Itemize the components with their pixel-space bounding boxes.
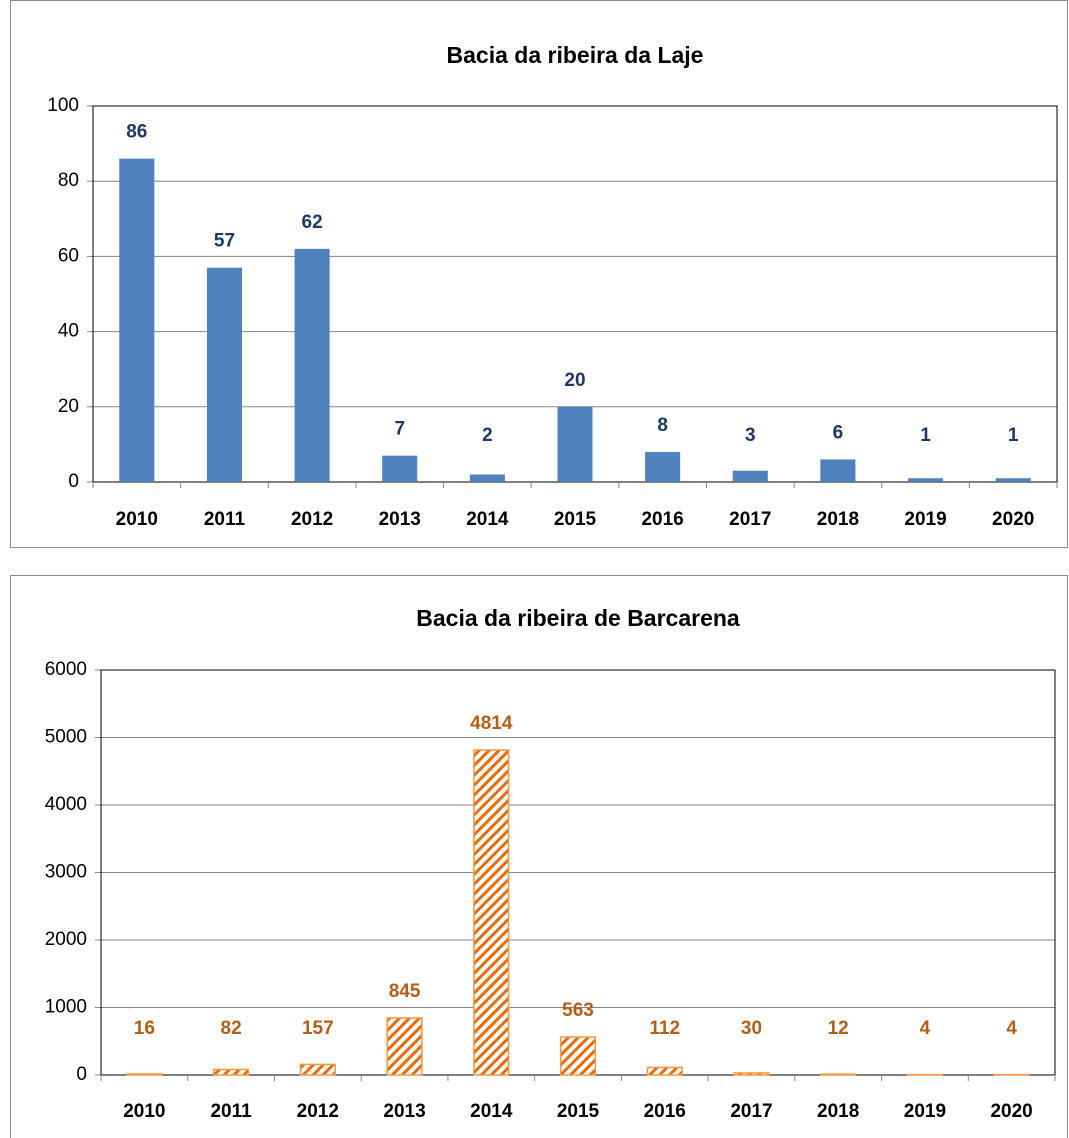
x-tick-label: 2011 xyxy=(210,1101,252,1122)
y-tick-label: 6000 xyxy=(45,659,87,680)
data-label: 12 xyxy=(828,1018,849,1039)
data-label: 6 xyxy=(833,422,844,443)
data-label: 2 xyxy=(482,425,493,446)
bar xyxy=(119,158,155,482)
data-label: 82 xyxy=(221,1018,242,1039)
x-tick-label: 2015 xyxy=(554,509,597,530)
y-tick-label: 1000 xyxy=(45,997,87,1018)
y-tick-label: 40 xyxy=(58,321,79,342)
x-tick-label: 2017 xyxy=(730,1101,772,1122)
data-label: 4 xyxy=(1006,1018,1017,1039)
chart-frame xyxy=(10,575,1068,1138)
data-label: 4814 xyxy=(470,713,513,734)
data-label: 30 xyxy=(741,1018,762,1039)
x-tick-label: 2020 xyxy=(992,509,1034,530)
y-tick-label: 20 xyxy=(58,396,79,417)
y-tick-label: 4000 xyxy=(45,794,87,815)
bar xyxy=(732,470,768,482)
bar xyxy=(212,1068,250,1076)
x-tick-label: 2011 xyxy=(204,509,246,530)
x-tick-label: 2012 xyxy=(297,1101,339,1122)
chart-title: Bacia da ribeira de Barcarena xyxy=(416,605,740,631)
data-label: 86 xyxy=(126,122,147,143)
bar xyxy=(733,1072,770,1076)
bar xyxy=(557,406,593,482)
x-tick-label: 2010 xyxy=(123,1101,165,1122)
data-label: 62 xyxy=(302,212,323,233)
data-label: 57 xyxy=(214,231,235,252)
data-label: 7 xyxy=(394,419,405,440)
data-label: 20 xyxy=(564,370,585,391)
bar xyxy=(469,474,505,482)
x-tick-label: 2012 xyxy=(291,509,333,530)
x-tick-label: 2016 xyxy=(644,1101,686,1122)
bar xyxy=(646,1066,683,1076)
data-label: 157 xyxy=(302,1018,334,1039)
x-tick-label: 2014 xyxy=(470,1101,513,1122)
x-tick-label: 2010 xyxy=(116,509,158,530)
y-tick-label: 2000 xyxy=(45,929,87,950)
x-tick-label: 2020 xyxy=(990,1101,1032,1122)
data-label: 1 xyxy=(1008,425,1019,446)
y-tick-label: 5000 xyxy=(45,727,87,748)
bar xyxy=(559,1036,597,1076)
bar xyxy=(995,478,1031,482)
data-label: 845 xyxy=(389,981,421,1002)
y-tick-label: 0 xyxy=(76,1064,87,1085)
data-label: 8 xyxy=(657,415,668,436)
x-tick-label: 2017 xyxy=(729,509,771,530)
y-tick-label: 0 xyxy=(68,471,79,492)
bar xyxy=(820,459,856,482)
data-label: 112 xyxy=(649,1018,680,1039)
x-tick-label: 2016 xyxy=(641,509,683,530)
bar xyxy=(386,1017,423,1076)
bar xyxy=(645,451,681,482)
bar xyxy=(206,267,242,482)
y-tick-label: 3000 xyxy=(45,862,87,883)
bar xyxy=(382,455,418,482)
bar xyxy=(294,248,330,482)
x-tick-label: 2013 xyxy=(383,1101,425,1122)
bar xyxy=(473,749,510,1076)
x-tick-label: 2015 xyxy=(557,1101,600,1122)
x-tick-label: 2019 xyxy=(904,1101,946,1122)
data-label: 1 xyxy=(920,425,931,446)
y-tick-label: 80 xyxy=(58,170,79,191)
x-tick-label: 2018 xyxy=(817,509,859,530)
y-tick-label: 60 xyxy=(58,245,79,266)
x-tick-label: 2014 xyxy=(466,509,509,530)
bar xyxy=(126,1073,163,1076)
x-tick-label: 2018 xyxy=(817,1101,859,1122)
x-tick-label: 2019 xyxy=(904,509,946,530)
y-tick-label: 100 xyxy=(47,95,79,116)
data-label: 16 xyxy=(134,1018,155,1039)
data-label: 3 xyxy=(745,425,756,446)
data-label: 4 xyxy=(920,1018,931,1039)
bar xyxy=(299,1063,336,1076)
chart-frame xyxy=(10,0,1068,548)
bar xyxy=(908,478,944,482)
data-label: 563 xyxy=(562,1000,594,1021)
bar xyxy=(820,1073,857,1076)
chart-title: Bacia da ribeira da Laje xyxy=(447,42,704,68)
x-tick-label: 2013 xyxy=(379,509,421,530)
